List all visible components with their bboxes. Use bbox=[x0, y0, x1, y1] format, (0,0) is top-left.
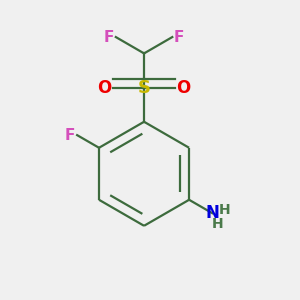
Text: H: H bbox=[212, 218, 224, 232]
Text: O: O bbox=[98, 79, 112, 97]
Text: F: F bbox=[174, 30, 184, 45]
Text: F: F bbox=[64, 128, 75, 142]
Text: S: S bbox=[138, 79, 151, 97]
Text: N: N bbox=[205, 204, 219, 222]
Text: H: H bbox=[218, 203, 230, 217]
Text: F: F bbox=[104, 30, 115, 45]
Text: O: O bbox=[176, 79, 191, 97]
